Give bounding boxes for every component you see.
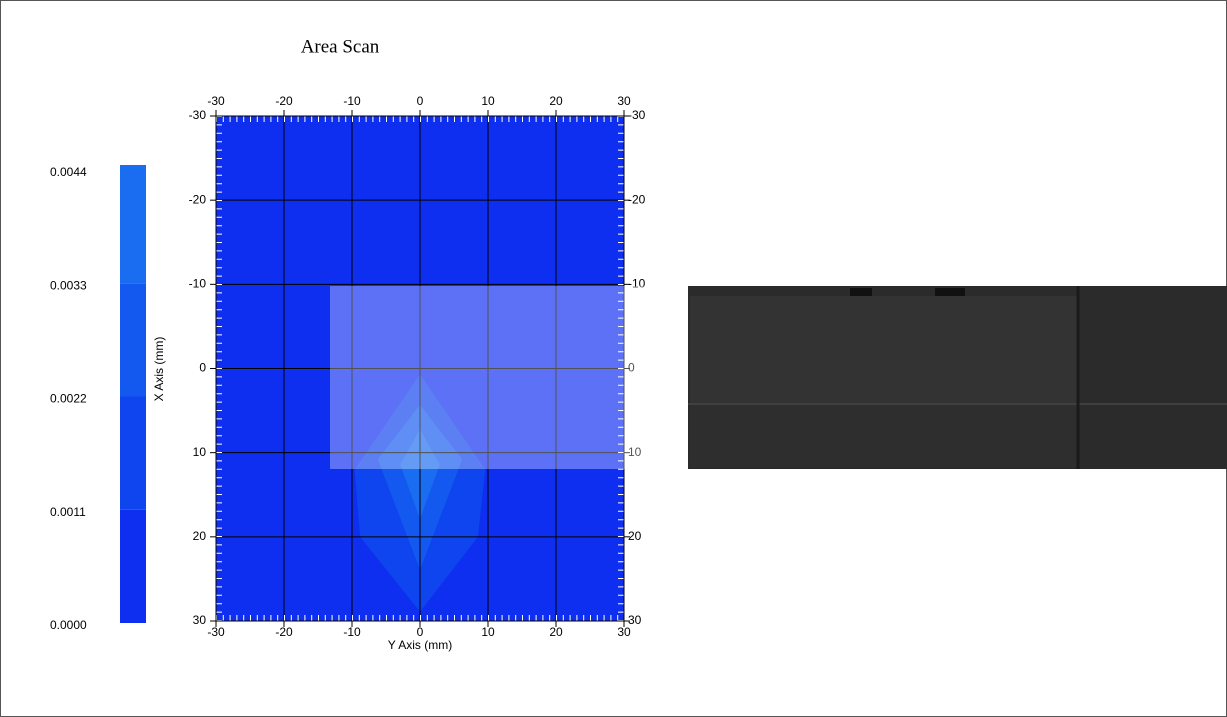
- y-tick-label: -10: [628, 277, 646, 291]
- x-tick-label: -30: [207, 94, 225, 108]
- x-tick-label: 30: [617, 625, 631, 639]
- y-tick-label: -10: [189, 277, 207, 291]
- x-tick-label: 10: [481, 94, 495, 108]
- x-tick-label: -10: [343, 94, 361, 108]
- y-tick-label: -30: [628, 108, 646, 122]
- x-tick-label: 10: [481, 625, 495, 639]
- x-tick-label: 20: [549, 94, 563, 108]
- x-tick-label: -20: [275, 625, 293, 639]
- y-tick-label: 30: [628, 613, 642, 627]
- chart-title: Area Scan: [301, 36, 380, 57]
- colorbar-band: [120, 509, 146, 623]
- x-tick-label: -20: [275, 94, 293, 108]
- colorbar-label: 0.0000: [50, 618, 87, 632]
- photo-block: [690, 296, 1078, 403]
- x-tick-label: -30: [207, 625, 225, 639]
- photo-overlay: [330, 286, 1227, 469]
- photo-block: [690, 405, 1078, 467]
- plot-border: [215, 115, 625, 622]
- colorbar-label: 0.0022: [50, 392, 87, 406]
- y-tick-label: 20: [628, 529, 642, 543]
- y-tick-label: 10: [193, 445, 207, 459]
- colorbar-label: 0.0011: [50, 505, 86, 519]
- y-tick-label: 30: [193, 613, 207, 627]
- y-tick-label: 0: [628, 361, 635, 375]
- y-tick-label: 0: [199, 361, 206, 375]
- y-tick-label: -30: [189, 108, 207, 122]
- colorbar-band: [120, 283, 146, 397]
- x-tick-label: 0: [417, 94, 424, 108]
- colorbar-label: 0.0044: [50, 165, 87, 179]
- y-tick-label: 20: [193, 529, 207, 543]
- photo-hole: [935, 288, 965, 296]
- y-tick-label: 10: [628, 445, 642, 459]
- y-axis-title: X Axis (mm): [152, 337, 166, 402]
- photo-fade: [330, 286, 688, 469]
- y-tick-label: -20: [189, 192, 207, 206]
- x-tick-label: -10: [343, 625, 361, 639]
- x-tick-label: 20: [549, 625, 563, 639]
- colorbar-label: 0.0033: [50, 278, 87, 292]
- y-tick-label: -20: [628, 192, 646, 206]
- x-tick-label: 0: [417, 625, 424, 639]
- photo-hole: [850, 288, 872, 296]
- x-axis-title: Y Axis (mm): [388, 638, 452, 652]
- colorbar-band: [120, 165, 146, 284]
- x-tick-label: 30: [617, 94, 631, 108]
- colorbar-band: [120, 396, 146, 510]
